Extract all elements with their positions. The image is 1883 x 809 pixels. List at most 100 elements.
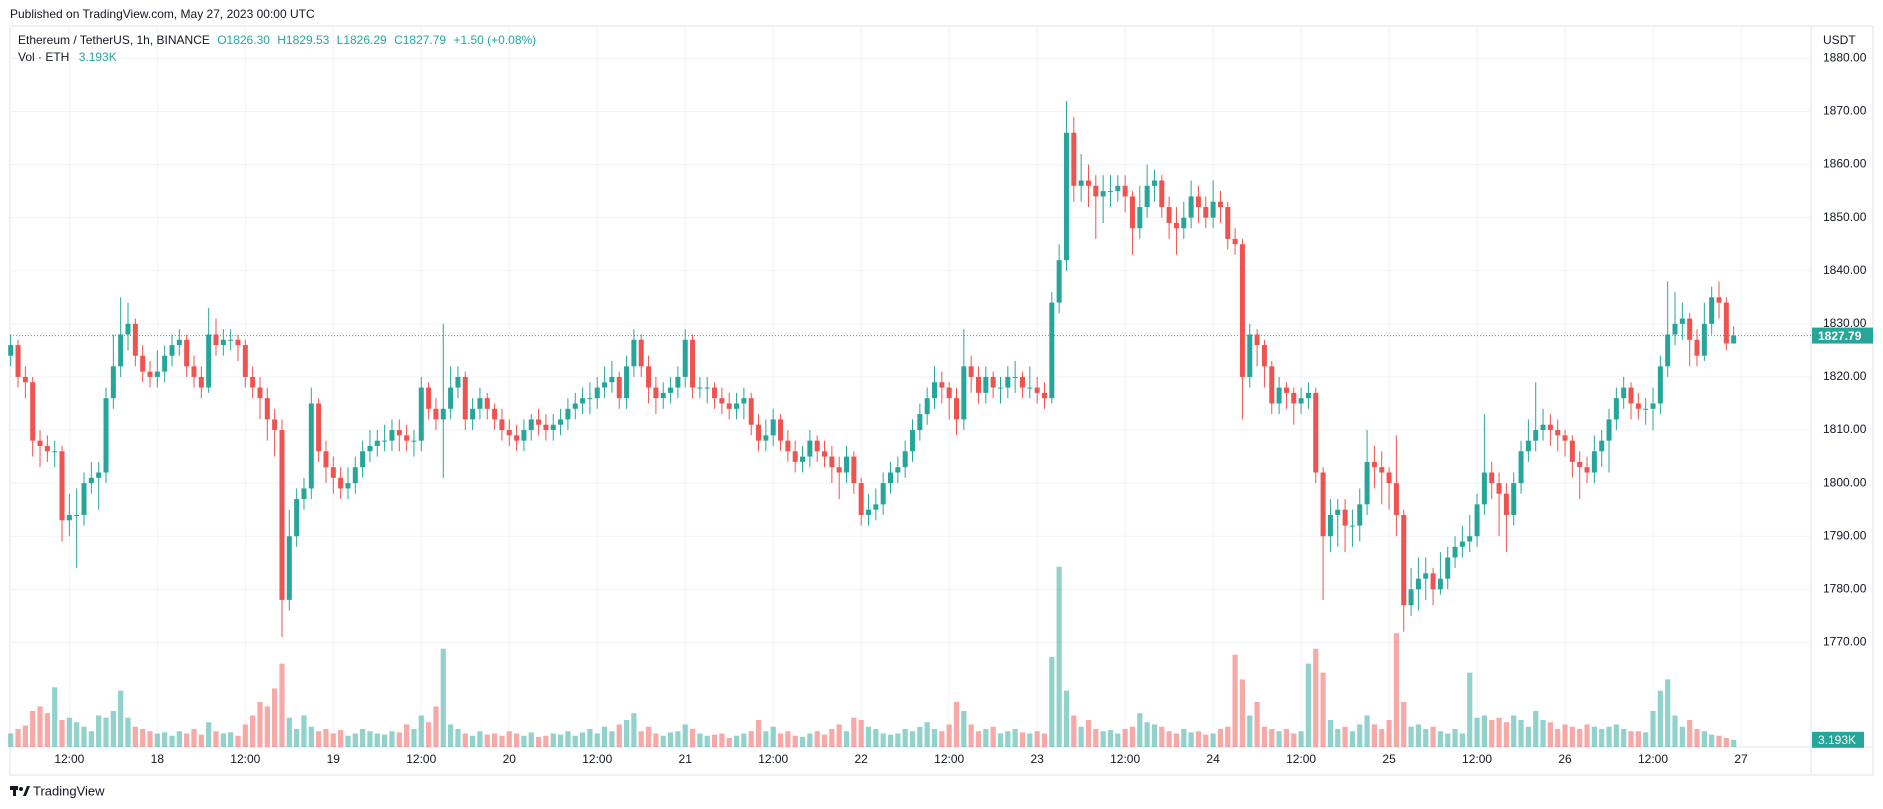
legend-close: C1827.79: [394, 33, 446, 47]
candle-body: [1034, 387, 1040, 393]
volume-bar: [1019, 732, 1026, 747]
volume-bar: [1423, 728, 1429, 747]
candle-body: [103, 398, 109, 473]
volume-bar: [1071, 715, 1077, 747]
volume-bar: [418, 715, 424, 747]
candle-body: [572, 403, 578, 409]
candle-body: [990, 376, 996, 388]
volume-bar: [836, 724, 842, 747]
logo-dot: [19, 787, 23, 791]
volume-bar: [1628, 731, 1634, 747]
x-tick-label: 12:00: [230, 752, 260, 766]
volume-bar: [1129, 726, 1136, 747]
volume-bar: [8, 733, 14, 747]
candle-body: [1687, 318, 1693, 340]
candle-body: [1393, 483, 1399, 515]
candle-body: [1005, 376, 1011, 388]
volume-bar: [1342, 726, 1348, 747]
candle-body: [1518, 451, 1524, 484]
x-tick-label: 23: [1030, 752, 1044, 766]
volume-bar: [250, 715, 256, 747]
volume-bar: [983, 728, 989, 747]
volume-bar: [587, 728, 593, 747]
volume-bar: [909, 731, 916, 747]
last-price-tag: [1812, 327, 1873, 344]
candle-body: [778, 419, 784, 441]
candle-body: [668, 387, 674, 393]
candle-body: [910, 430, 916, 452]
candle-body: [1063, 132, 1069, 261]
candle-body: [1049, 302, 1055, 399]
volume-bar: [968, 724, 974, 747]
volume-bar: [953, 701, 960, 747]
volume-bar: [1122, 728, 1128, 747]
volume-bar: [579, 732, 586, 747]
volume-bar: [1159, 726, 1165, 747]
volume-bar: [169, 735, 175, 747]
x-tick-label: 12:00: [1286, 752, 1316, 766]
candle-body: [975, 376, 981, 393]
candle-body: [294, 499, 300, 537]
candle-body: [1716, 297, 1722, 303]
candle-body: [279, 430, 285, 600]
volume-bar: [228, 732, 234, 747]
candle-body: [1217, 201, 1223, 208]
volume-bar: [902, 728, 908, 747]
volume-bar: [484, 734, 490, 747]
candle-body: [228, 339, 234, 341]
volume-bar: [675, 731, 681, 747]
candle-body: [1452, 546, 1458, 558]
volume-bar: [360, 728, 366, 747]
candle-body: [308, 403, 314, 489]
volume-tag-label: 3.193K: [1818, 733, 1856, 747]
x-tick-label: 24: [1206, 752, 1220, 766]
candle-body: [580, 398, 586, 404]
volume-bar: [1107, 730, 1114, 747]
symbol: Ethereum / TetherUS, 1h, BINANCE: [18, 33, 210, 47]
logo-slash: [23, 786, 30, 796]
volume-bar: [939, 731, 945, 747]
volume-bar: [682, 724, 688, 747]
candle-body: [1225, 207, 1231, 239]
volume-bar: [154, 733, 160, 747]
candle-body: [1129, 196, 1135, 229]
volume-bar: [1027, 733, 1033, 747]
candle-body: [814, 440, 820, 452]
candle-body: [470, 408, 476, 420]
volume-tag: [1812, 731, 1864, 748]
volume-value: 3.193K: [79, 50, 117, 64]
volume-bar: [711, 734, 718, 747]
volume-bar: [1701, 731, 1707, 747]
volume-bar: [367, 731, 373, 747]
x-tick-label: 12:00: [406, 752, 436, 766]
candle-body: [653, 387, 659, 399]
candle-body: [829, 456, 835, 468]
volume-bar: [440, 648, 446, 747]
volume-bar: [1005, 731, 1011, 747]
candle-body: [888, 472, 894, 484]
x-tick-label: 12:00: [758, 752, 788, 766]
volume-bar: [30, 710, 36, 747]
volume-bar: [1408, 726, 1414, 747]
candle-body: [895, 467, 901, 473]
volume-bar: [785, 731, 791, 747]
volume-bar: [1731, 739, 1737, 747]
volume-bar: [645, 726, 652, 747]
candle-body: [558, 419, 564, 425]
volume-bar: [477, 731, 483, 747]
volume-bar: [543, 735, 549, 747]
volume-bar: [308, 726, 314, 747]
candle-body: [704, 387, 710, 389]
candle-body: [712, 387, 718, 399]
volume-bar: [316, 731, 322, 747]
volume-bar: [499, 735, 505, 747]
volume-bar: [799, 736, 806, 747]
candle-body: [1547, 424, 1553, 431]
volume-bar: [653, 733, 659, 747]
volume-bar: [667, 732, 674, 747]
candle-body: [734, 403, 740, 409]
volume-bar: [1613, 724, 1619, 747]
volume-bar: [990, 726, 996, 747]
x-tick-label: 22: [855, 752, 869, 766]
volume-bar: [638, 731, 644, 747]
